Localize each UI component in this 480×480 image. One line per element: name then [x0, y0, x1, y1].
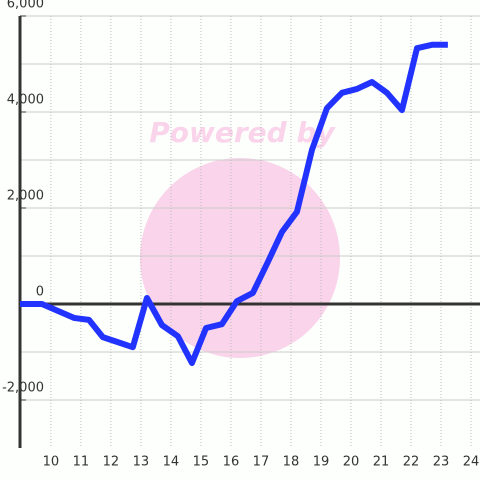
- x-tick-label: 15: [193, 455, 210, 470]
- x-tick-label: 14: [163, 455, 180, 470]
- x-tick-label: 10: [43, 455, 60, 470]
- x-tick-label: 12: [103, 455, 120, 470]
- x-tick-label: 13: [133, 455, 150, 470]
- x-tick-label: 20: [343, 455, 360, 470]
- x-tick-label: 24: [463, 455, 480, 470]
- x-tick-label: 11: [73, 455, 90, 470]
- x-tick-label: 16: [223, 455, 240, 470]
- x-tick-label: 22: [403, 455, 420, 470]
- y-tick-label: 4,000: [7, 93, 44, 108]
- x-tick-label: 17: [253, 455, 270, 470]
- y-tick-label: 6,000: [7, 0, 44, 12]
- y-tick-label: -2,000: [2, 381, 44, 396]
- line-series: [20, 41, 448, 367]
- x-tick-label: 19: [313, 455, 330, 470]
- x-tick-label: 18: [283, 455, 300, 470]
- watermark-text: Powered by: [149, 116, 336, 149]
- x-tick-label: 23: [433, 455, 450, 470]
- y-tick-label: 2,000: [7, 189, 44, 204]
- y-tick-label: 0: [36, 285, 44, 300]
- x-tick-label: 21: [373, 455, 390, 470]
